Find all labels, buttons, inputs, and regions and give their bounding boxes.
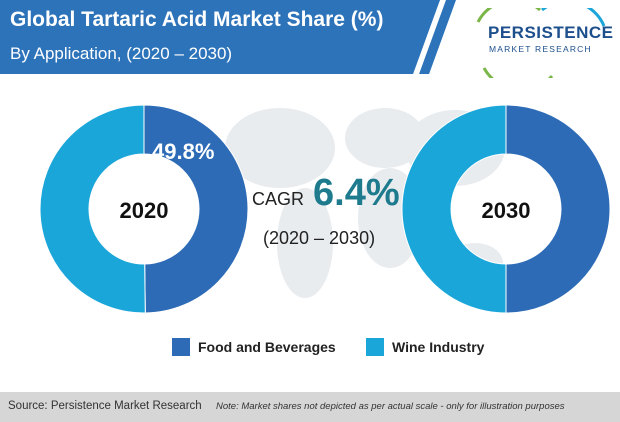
source-text: Source: Persistence Market Research — [8, 400, 202, 412]
persistence-logo-icon — [476, 8, 606, 78]
cagr-period: (2020 – 2030) — [263, 228, 376, 248]
legend-swatch-food — [172, 338, 190, 356]
cagr-prefix: CAGR — [252, 189, 305, 209]
legend-swatch-wine — [366, 338, 384, 356]
footnote-text: Note: Market shares not depicted as per … — [216, 401, 565, 412]
chart-title: Global Tartaric Acid Market Share (%) — [10, 8, 384, 31]
donut-center-label-2020: 2020 — [119, 198, 169, 223]
donut-chart-2020 — [39, 104, 249, 314]
legend-label-wine: Wine Industry — [392, 339, 485, 355]
donut-center-label-2030: 2030 — [481, 198, 531, 223]
footer-bar: Source: Persistence Market Research Note… — [0, 392, 620, 422]
legend-label-food: Food and Beverages — [198, 339, 336, 355]
donut-slice-2020-food-and-beverages — [143, 104, 249, 314]
title-banner — [0, 0, 440, 74]
cagr-value: 6.4% — [313, 172, 400, 214]
donut-slice-2030-food-and-beverages — [505, 104, 611, 314]
donut-slice-2020-wine-industry — [39, 104, 146, 314]
logo-wordmark: PERSISTENCE — [488, 23, 614, 42]
donut-slice-2030-wine-industry — [401, 104, 507, 314]
data-label-food-2020: 49.8% — [152, 139, 215, 164]
donut-chart-2030 — [401, 104, 611, 314]
logo-tagline: MARKET RESEARCH — [489, 44, 592, 54]
chart-subtitle: By Application, (2020 – 2030) — [10, 44, 233, 63]
